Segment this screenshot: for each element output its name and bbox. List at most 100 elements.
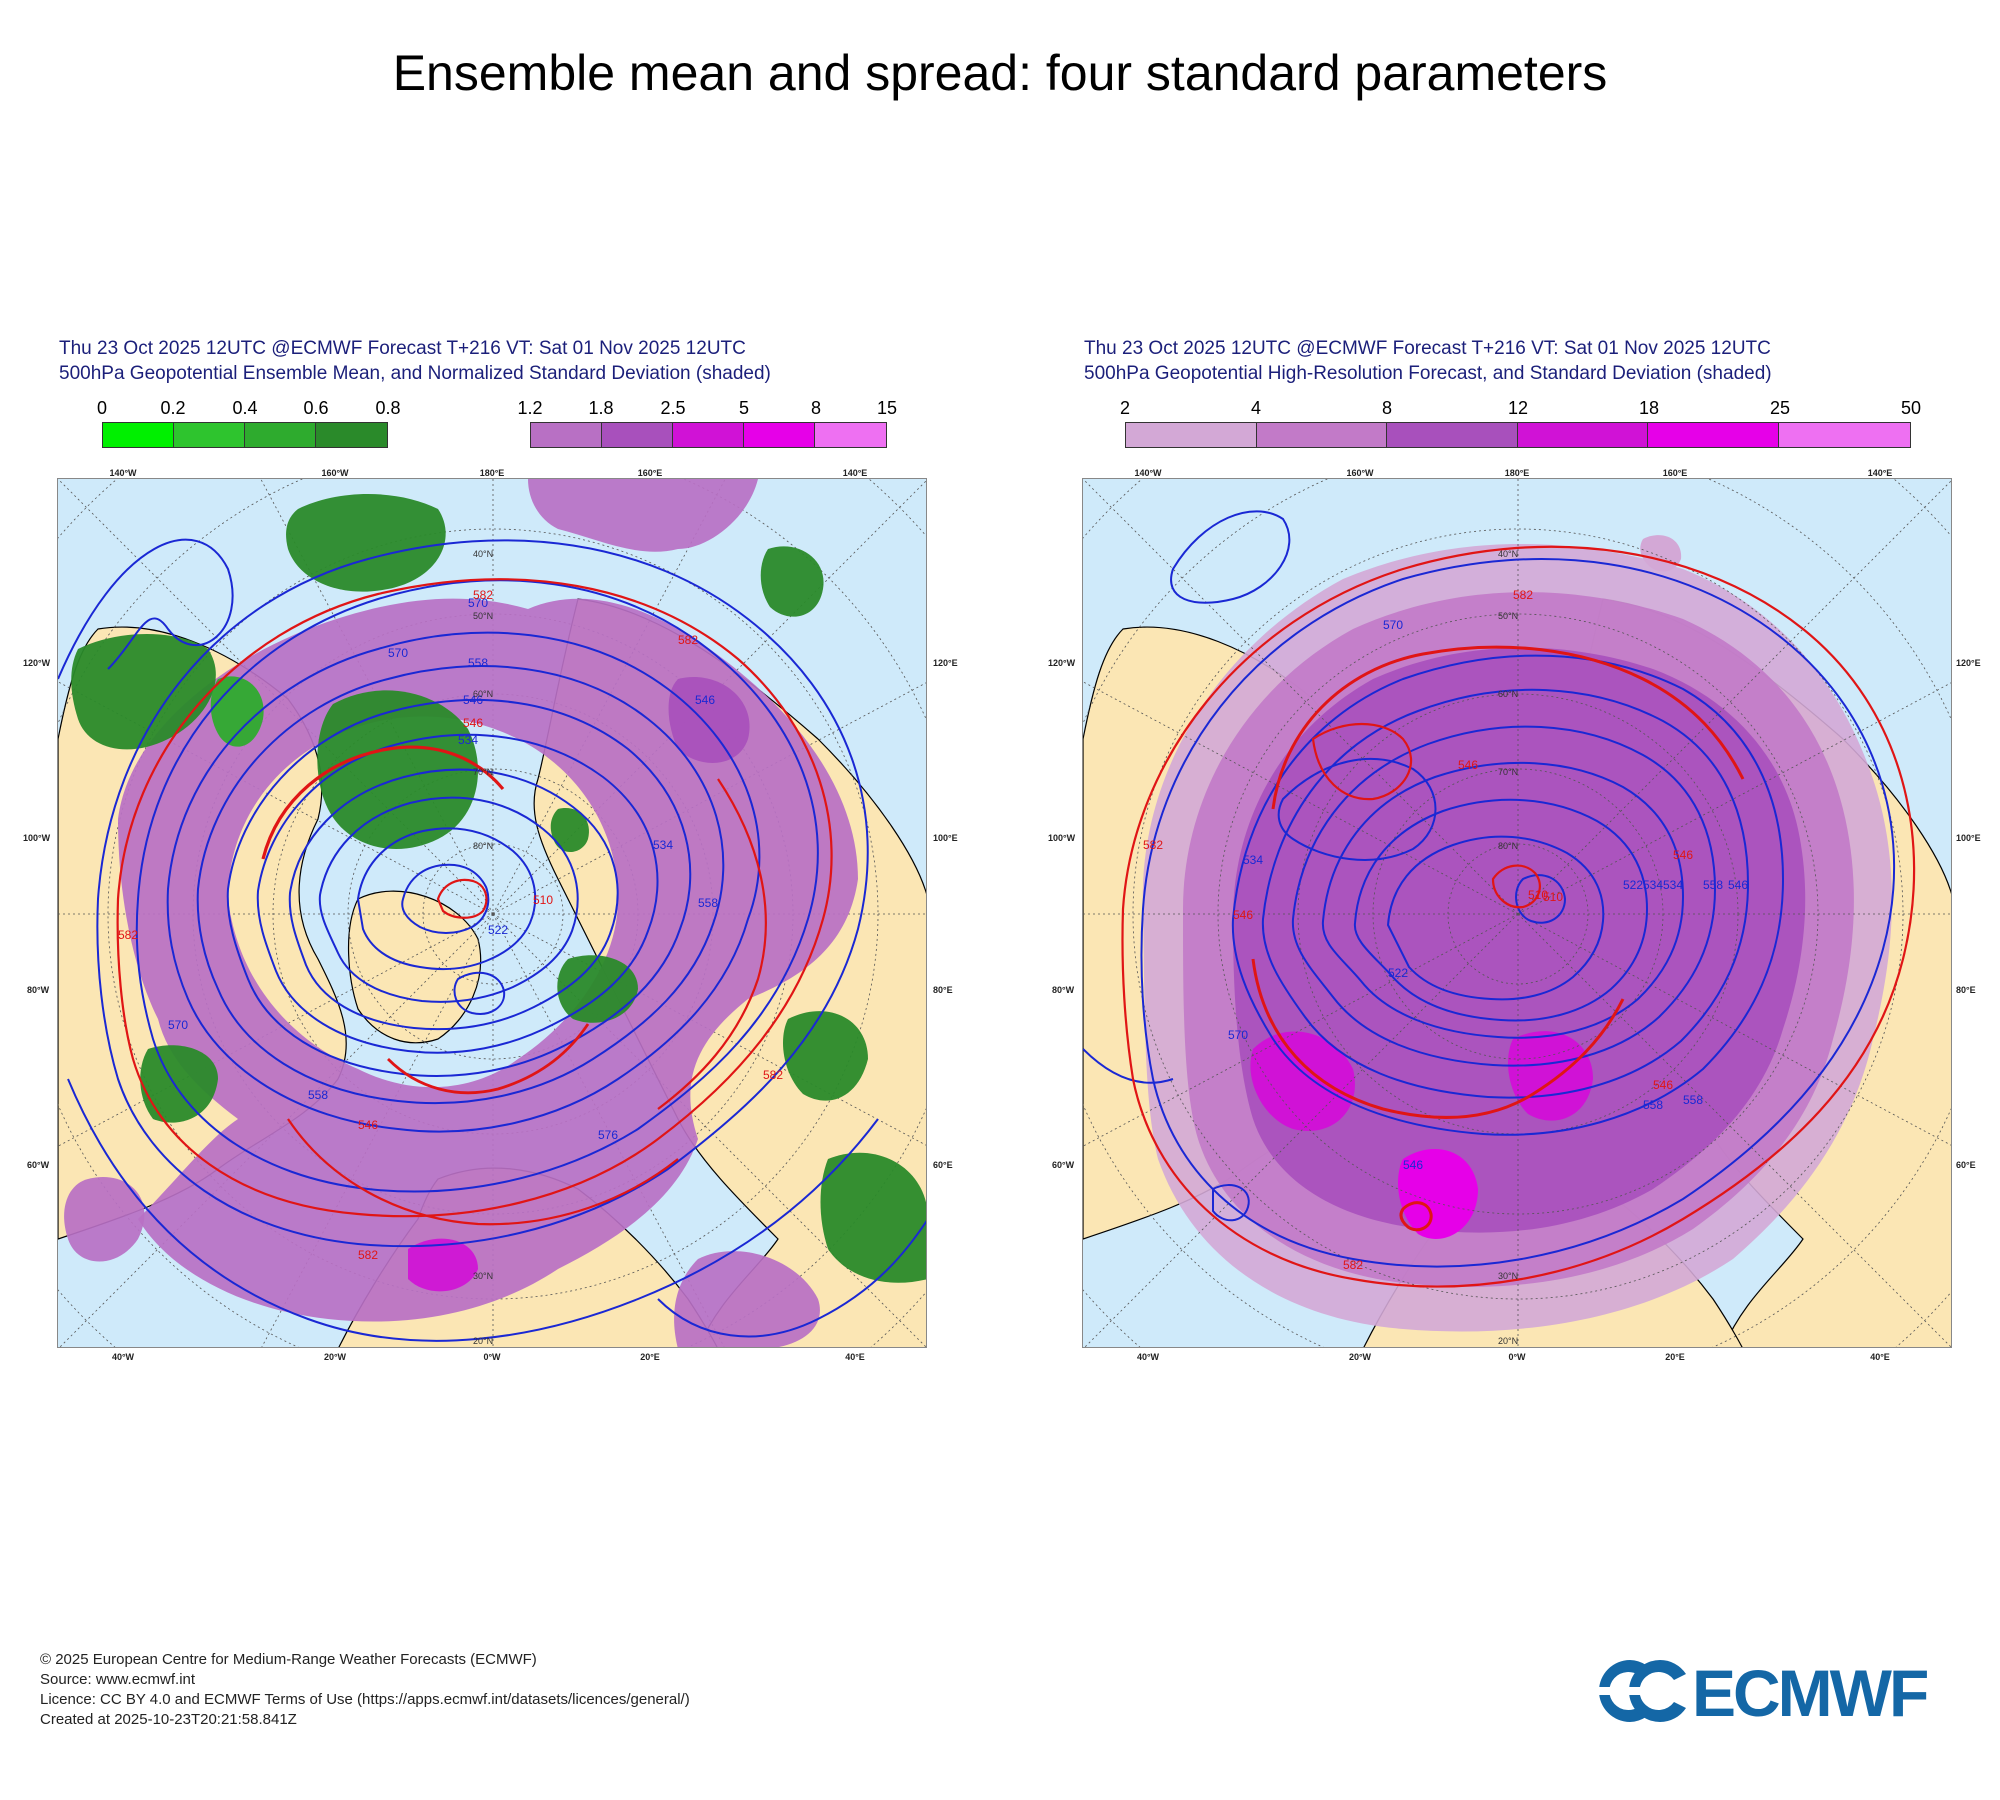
contour-label: 576 <box>598 1128 618 1142</box>
footer-credits: © 2025 European Centre for Medium-Range … <box>40 1650 690 1730</box>
chart-panel-high-resolution: Thu 23 Oct 2025 12UTC @ECMWF Forecast T+… <box>1048 330 1981 1390</box>
colorbar-purple-segment <box>673 423 744 447</box>
lon-label: 160°W <box>1346 468 1374 478</box>
lon-label: 140°E <box>1867 468 1893 478</box>
lon-label: 140°E <box>842 468 868 478</box>
colorbar-tick: 18 <box>1638 398 1660 418</box>
colorbar-tick: 5 <box>738 398 750 418</box>
contour-label: 582 <box>678 633 698 647</box>
panel-title-line2: 500hPa Geopotential High-Resolution Fore… <box>1084 363 1772 384</box>
contour-label: 546 <box>1673 848 1693 862</box>
contour-label: 546 <box>1728 878 1748 892</box>
chart-panel-ensemble-mean: Thu 23 Oct 2025 12UTC @ECMWF Forecast T+… <box>23 330 958 1390</box>
colorbar-segment <box>1126 423 1257 447</box>
colorbar-segment <box>1648 423 1780 447</box>
colorbar-tick: 50 <box>1900 398 1922 418</box>
contour-label: 534 <box>458 733 478 747</box>
contour-label: 522 <box>1388 966 1408 980</box>
lat-circle-label: 40°N <box>473 549 493 559</box>
lon-label: 160°E <box>637 468 663 478</box>
contour-label: 582 <box>118 928 138 942</box>
colorbar-green <box>102 422 388 448</box>
lon-label: 140°W <box>1134 468 1162 478</box>
colorbar-tick: 1.2 <box>517 398 543 418</box>
lat-circle-label: 60°N <box>1498 689 1518 699</box>
contour-label: 522 <box>1623 878 1643 892</box>
contour-label: 582 <box>358 1248 378 1262</box>
contour-label: 582 <box>1343 1258 1363 1272</box>
map-canvas: 570 534 522 534 558 546 510 522 534 558 … <box>1083 479 1951 1347</box>
footer-created: Created at 2025-10-23T20:21:58.841Z <box>40 1711 297 1728</box>
colorbar-tick: 2 <box>1119 398 1131 418</box>
contour-label: 570 <box>468 596 488 610</box>
contour-label: 558 <box>308 1088 328 1102</box>
contour-label: 546 <box>1233 908 1253 922</box>
colorbar-tick: 0 <box>96 398 108 418</box>
map-ensemble-mean: 570 558 546 534 522 510 534 546 558 570 … <box>57 478 927 1348</box>
contour-labels: 570 558 546 534 522 510 534 546 558 570 … <box>118 588 783 1262</box>
page-title: Ensemble mean and spread: four standard … <box>392 45 1608 101</box>
colorbar-green-segment <box>103 423 174 447</box>
contour-label: 570 <box>388 646 408 660</box>
lon-label: 160°W <box>321 468 349 478</box>
lon-label: 20°E <box>640 1352 660 1362</box>
contour-label: 558 <box>1683 1093 1703 1107</box>
lat-label: 80°W <box>27 985 50 995</box>
lat-label: 60°E <box>1956 1160 1976 1170</box>
contour-label: 558 <box>1703 878 1723 892</box>
colorbar-tick: 0.8 <box>375 398 401 418</box>
lon-label: 40°E <box>1870 1352 1890 1362</box>
panel-title-line2: 500hPa Geopotential Ensemble Mean, and N… <box>59 363 771 384</box>
contour-label: 534 <box>1643 878 1663 892</box>
colorbar-tick: 15 <box>876 398 898 418</box>
lon-label: 160°E <box>1662 468 1688 478</box>
lat-label: 60°W <box>27 1160 50 1170</box>
blue-contours <box>58 538 926 1342</box>
contour-label: 534 <box>1243 853 1263 867</box>
lat-circle-label: 20°N <box>473 1336 493 1346</box>
contour-label: 570 <box>1383 618 1403 632</box>
ecmwf-logo: ECMWF <box>1590 1656 1930 1726</box>
lat-circle-label: 80°N <box>1498 841 1518 851</box>
footer-source[interactable]: Source: www.ecmwf.int <box>40 1671 196 1688</box>
lat-circle-label: 60°N <box>473 689 493 699</box>
lon-label: 140°W <box>109 468 137 478</box>
colorbar-segment <box>1779 423 1910 447</box>
lat-label: 100°W <box>23 833 51 843</box>
footer-licence[interactable]: Licence: CC BY 4.0 and ECMWF Terms of Us… <box>40 1691 690 1708</box>
lon-label: 180°E <box>1504 468 1530 478</box>
blue-contours <box>1083 510 1896 1268</box>
contour-label: 546 <box>1653 1078 1673 1092</box>
contour-label: 546 <box>463 693 483 707</box>
lat-circle-labels: 80°N 70°N 60°N 50°N 40°N 30°N 20°N <box>1498 549 1518 1346</box>
contour-label: 534 <box>1663 878 1683 892</box>
colorbar-purple-segment <box>602 423 673 447</box>
panel-title-line1: Thu 23 Oct 2025 12UTC @ECMWF Forecast T+… <box>59 338 746 359</box>
lon-label: 40°W <box>111 1352 135 1362</box>
lat-circle-label: 50°N <box>1498 611 1518 621</box>
lat-label: 80°E <box>933 985 953 995</box>
panel-title: Thu 23 Oct 2025 12UTC @ECMWF Forecast T+… <box>1084 336 1772 386</box>
lat-label: 100°E <box>1956 833 1981 843</box>
lon-label: 40°E <box>845 1352 865 1362</box>
panel-title-line1: Thu 23 Oct 2025 12UTC @ECMWF Forecast T+… <box>1084 338 1771 359</box>
lon-label: 20°E <box>1665 1352 1685 1362</box>
ecmwf-logo-text: ECMWF <box>1692 1656 1927 1726</box>
lon-label: 180°E <box>479 468 505 478</box>
footer-copyright: © 2025 European Centre for Medium-Range … <box>40 1651 537 1668</box>
contour-label: 546 <box>463 716 483 730</box>
map-canvas: 570 558 546 534 522 510 534 546 558 570 … <box>58 479 926 1347</box>
shade-ring <box>118 598 858 1322</box>
colorbar-tick: 8 <box>810 398 822 418</box>
colorbar-tick: 25 <box>1769 398 1791 418</box>
lon-label: 0°W <box>483 1352 501 1362</box>
colorbar-green-segment <box>174 423 245 447</box>
lat-label: 100°W <box>1048 833 1076 843</box>
contour-label: 546 <box>358 1118 378 1132</box>
lat-circle-label: 50°N <box>473 611 493 621</box>
colorbar-purple-segment <box>744 423 815 447</box>
map-high-resolution: 570 534 522 534 558 546 510 522 534 558 … <box>1082 478 1952 1348</box>
contour-label: 546 <box>1458 758 1478 772</box>
contour-label: 570 <box>1228 1028 1248 1042</box>
lat-circle-label: 40°N <box>1498 549 1518 559</box>
